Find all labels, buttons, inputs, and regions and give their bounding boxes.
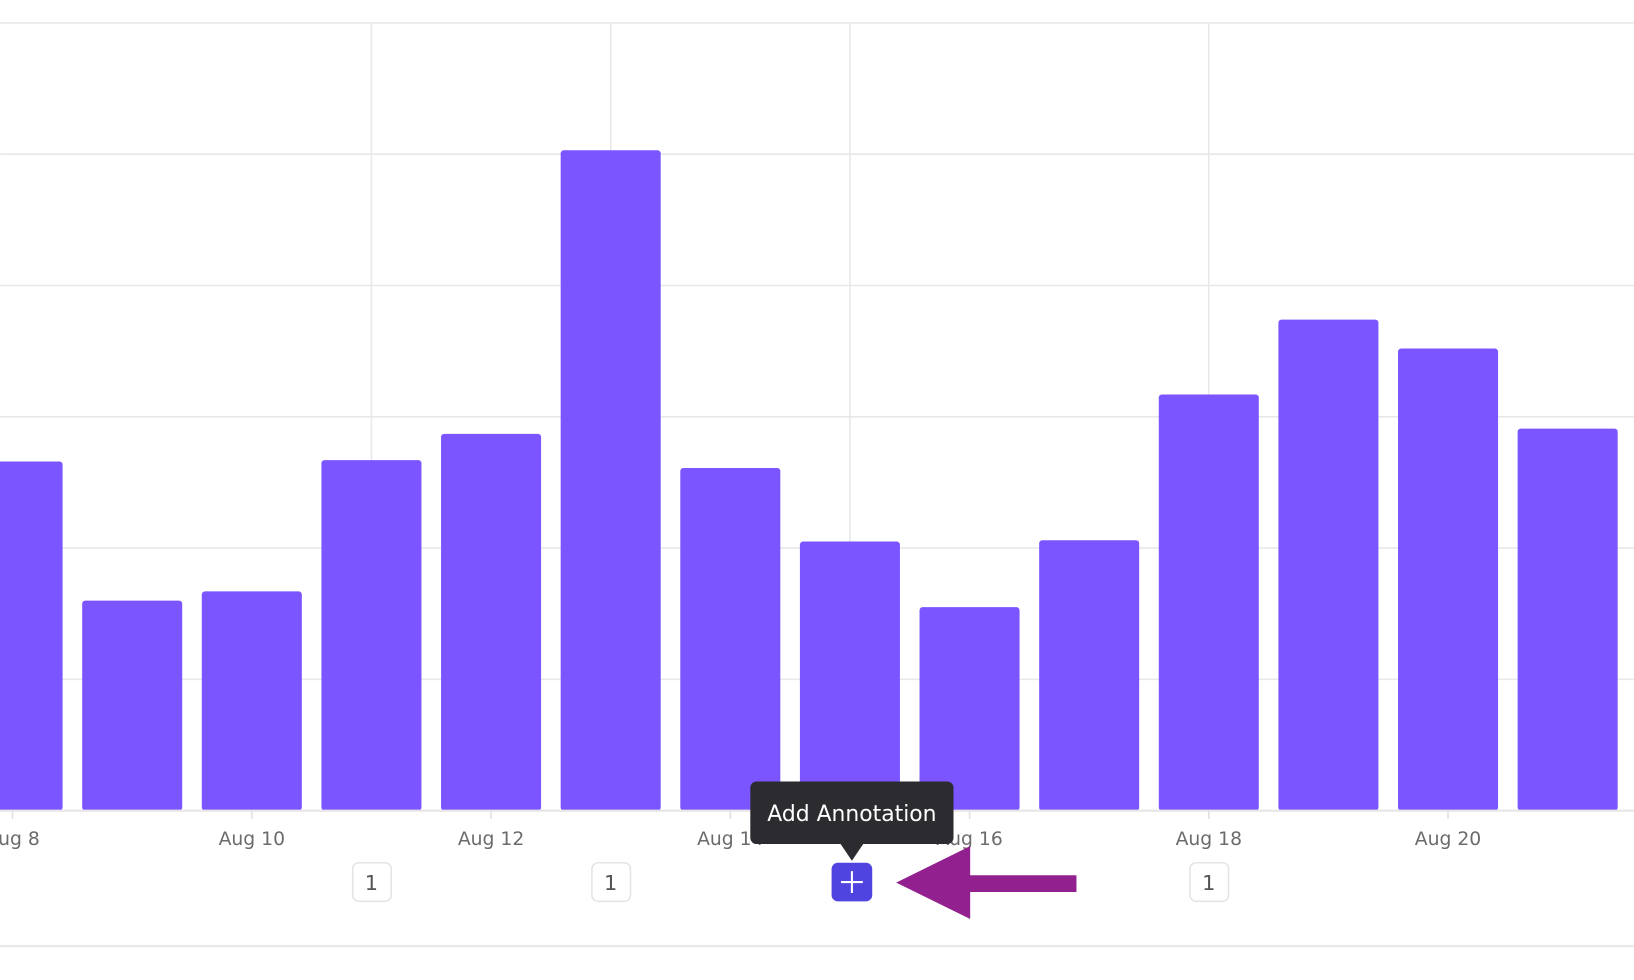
bar-aug-8[interactable] bbox=[0, 461, 63, 811]
x-tick-label: Aug 10 bbox=[219, 829, 285, 850]
bar-aug-14[interactable] bbox=[680, 468, 781, 811]
annotation-badge[interactable]: 1 bbox=[351, 861, 393, 903]
bar-aug-10[interactable] bbox=[201, 591, 302, 811]
bar-aug-15[interactable] bbox=[799, 541, 900, 811]
x-tick-label: Aug 18 bbox=[1176, 829, 1242, 850]
bar-aug-20[interactable] bbox=[1398, 348, 1499, 811]
x-tick-label: Aug 12 bbox=[458, 829, 524, 850]
bar-aug-9[interactable] bbox=[82, 600, 183, 811]
bar-aug-13[interactable] bbox=[560, 150, 661, 811]
pointer-arrow-icon bbox=[896, 846, 1077, 920]
bar-aug-16[interactable] bbox=[919, 607, 1020, 811]
annotation-count: 1 bbox=[604, 871, 617, 895]
x-tick-label: Aug 14 bbox=[697, 829, 763, 850]
bar-aug-17[interactable] bbox=[1039, 540, 1140, 811]
annotation-badge[interactable]: 1 bbox=[591, 861, 632, 903]
bar-aug-12[interactable] bbox=[441, 433, 542, 811]
x-tick-label: Aug 20 bbox=[1415, 829, 1481, 850]
plus-icon bbox=[840, 871, 863, 893]
annotation-badge[interactable]: 1 bbox=[1189, 861, 1230, 903]
bar-aug-18[interactable] bbox=[1158, 394, 1259, 811]
tooltip-text: Add Annotation bbox=[767, 802, 936, 827]
x-tick-label: Aug 8 bbox=[0, 829, 40, 850]
annotation-count: 1 bbox=[1202, 871, 1215, 895]
annotation-count: 1 bbox=[365, 871, 378, 895]
add-annotation-button[interactable] bbox=[831, 862, 873, 902]
annotation-badges: 1 1 1 bbox=[351, 861, 1230, 903]
bar-aug-11[interactable] bbox=[321, 460, 422, 811]
bar-aug-19[interactable] bbox=[1278, 319, 1379, 811]
bar-aug-21[interactable] bbox=[1517, 428, 1618, 811]
add-annotation-tooltip: Add Annotation bbox=[750, 781, 954, 861]
bars bbox=[0, 150, 1618, 811]
